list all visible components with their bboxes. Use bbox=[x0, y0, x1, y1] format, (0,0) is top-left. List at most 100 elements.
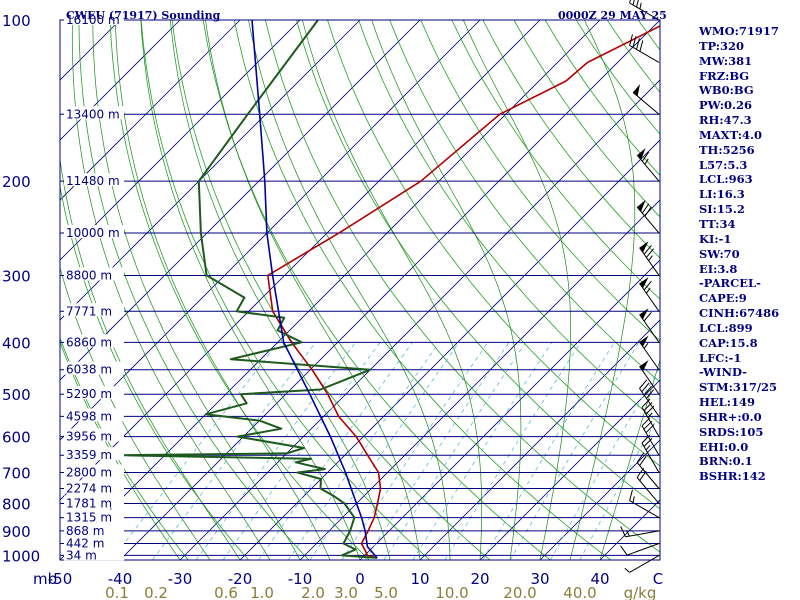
index-row: TH:5256 bbox=[699, 142, 755, 157]
isotherm-line bbox=[479, 379, 660, 560]
index-row: RH:47.3 bbox=[699, 113, 752, 128]
wind-barb bbox=[641, 434, 660, 473]
pressure-tick-label: 300 bbox=[2, 267, 31, 285]
height-label-bg bbox=[64, 225, 124, 239]
moist-adiabat-line bbox=[248, 20, 451, 560]
temperature-tick-label: -20 bbox=[228, 570, 253, 588]
height-label: 2800 m bbox=[66, 466, 112, 480]
dewpoint-line bbox=[115, 20, 378, 559]
height-label: 10000 m bbox=[66, 226, 120, 240]
height-label-bg bbox=[64, 361, 124, 375]
height-label-bg bbox=[64, 428, 124, 442]
mixing-ratio-tick-label: 10.0 bbox=[435, 584, 468, 600]
height-label-bg bbox=[64, 522, 124, 536]
height-label: 4598 m bbox=[66, 409, 112, 423]
height-label-bg bbox=[64, 495, 124, 509]
index-row: KI:-1 bbox=[699, 231, 732, 246]
index-row: BRN:0.1 bbox=[699, 454, 753, 469]
height-label: 6038 m bbox=[66, 363, 112, 377]
wind-barb bbox=[632, 84, 660, 115]
index-row: LFC:-1 bbox=[699, 350, 742, 365]
pressure-tick-label: 400 bbox=[2, 334, 31, 352]
temperature-tick-label: 10 bbox=[410, 570, 429, 588]
height-label-bg bbox=[64, 509, 124, 523]
mixing-ratio-line bbox=[111, 342, 279, 560]
pressure-tick-label: 500 bbox=[2, 386, 31, 404]
mixing-ratio-tick-label: 40.0 bbox=[563, 584, 596, 600]
dry-adiabat-line bbox=[233, 20, 611, 560]
wind-barb bbox=[636, 148, 660, 182]
isotherm-line bbox=[179, 79, 660, 560]
chart-time: 0000Z 29 MAY 25 bbox=[558, 9, 667, 22]
index-row: SHR+:0.0 bbox=[699, 409, 762, 424]
temperature-tick-label: -10 bbox=[288, 570, 313, 588]
mixing-ratio-tick-label: 2.0 bbox=[301, 584, 325, 600]
dry-adiabat-line bbox=[451, 20, 660, 300]
index-row: FRZ:BG bbox=[699, 68, 750, 83]
mixing-ratio-line bbox=[444, 342, 581, 560]
isotherm-line bbox=[60, 20, 421, 381]
wind-barb bbox=[636, 452, 660, 489]
mixing-ratio-line bbox=[509, 342, 640, 560]
moist-adiabat-line bbox=[140, 20, 361, 560]
height-label-bg bbox=[64, 334, 124, 348]
index-row: LCL:963 bbox=[699, 172, 753, 187]
index-row: CINH:67486 bbox=[699, 306, 780, 321]
height-label: 3956 m bbox=[66, 430, 112, 444]
height-label: 868 m bbox=[66, 524, 104, 538]
mixing-ratio-tick-label: 20.0 bbox=[503, 584, 536, 600]
height-label: 16100 m bbox=[66, 13, 120, 27]
moist-adiabat-line bbox=[569, 20, 636, 560]
isotherm-line bbox=[239, 139, 660, 560]
index-row: LCL:899 bbox=[699, 320, 753, 335]
pressure-tick-label: 800 bbox=[2, 496, 31, 514]
mixing-ratio-tick-label: 0.2 bbox=[144, 584, 168, 600]
isotherm-line bbox=[299, 199, 660, 560]
moist-adiabat-line bbox=[371, 20, 522, 560]
moist-adiabat-line bbox=[205, 20, 421, 560]
pressure-tick-label: 200 bbox=[2, 173, 31, 191]
wind-barb bbox=[639, 277, 660, 312]
index-row: MAXT:4.0 bbox=[699, 127, 762, 142]
wind-barb bbox=[636, 199, 660, 234]
isotherm-line bbox=[60, 20, 481, 441]
mixing-ratio-tick-label: 0.1 bbox=[105, 584, 129, 600]
height-label: 5290 m bbox=[66, 387, 112, 401]
isotherm-line bbox=[539, 439, 660, 560]
temperature-line bbox=[266, 25, 660, 559]
temperature-tick-label: 30 bbox=[530, 570, 549, 588]
index-row: SW:70 bbox=[699, 246, 740, 261]
mixing-ratio-line bbox=[383, 342, 527, 560]
index-row: -WIND- bbox=[699, 365, 747, 380]
height-label-bg bbox=[64, 386, 124, 400]
index-row: EI:3.8 bbox=[699, 261, 738, 276]
pressure-tick-label: 600 bbox=[2, 429, 31, 447]
height-label-bg bbox=[64, 447, 124, 461]
index-row: WMO:71917 bbox=[699, 24, 779, 38]
height-label: 7771 m bbox=[66, 304, 112, 318]
isotherm-line bbox=[60, 20, 361, 321]
height-label: 442 m bbox=[66, 537, 104, 551]
index-row: EHI:0.0 bbox=[699, 439, 749, 454]
dry-adiabat-line bbox=[140, 20, 430, 560]
wind-barb bbox=[639, 335, 660, 371]
wind-barb bbox=[629, 489, 660, 519]
moist-adiabat-line bbox=[302, 20, 483, 560]
height-label-bg bbox=[64, 267, 124, 281]
mixing-ratio-line bbox=[152, 342, 316, 560]
height-label: 1315 m bbox=[66, 511, 112, 525]
moist-adiabat-line bbox=[599, 358, 660, 560]
dry-adiabat-line bbox=[482, 20, 660, 259]
dry-adiabat-line bbox=[327, 20, 660, 467]
temperature-tick-label: -30 bbox=[168, 570, 193, 588]
height-label-bg bbox=[64, 303, 124, 317]
mixing-ratio-tick-label: 1.0 bbox=[250, 584, 274, 600]
mixing-ratio-tick-label: 5.0 bbox=[374, 584, 398, 600]
height-label-bg bbox=[64, 547, 124, 561]
pressure-tick-label: 100 bbox=[2, 12, 31, 30]
height-label-bg bbox=[64, 535, 124, 549]
chart-title: CWEU (71917) Sounding bbox=[66, 9, 221, 22]
height-label: 1781 m bbox=[66, 497, 112, 511]
temperature-unit-label: C bbox=[653, 570, 663, 588]
